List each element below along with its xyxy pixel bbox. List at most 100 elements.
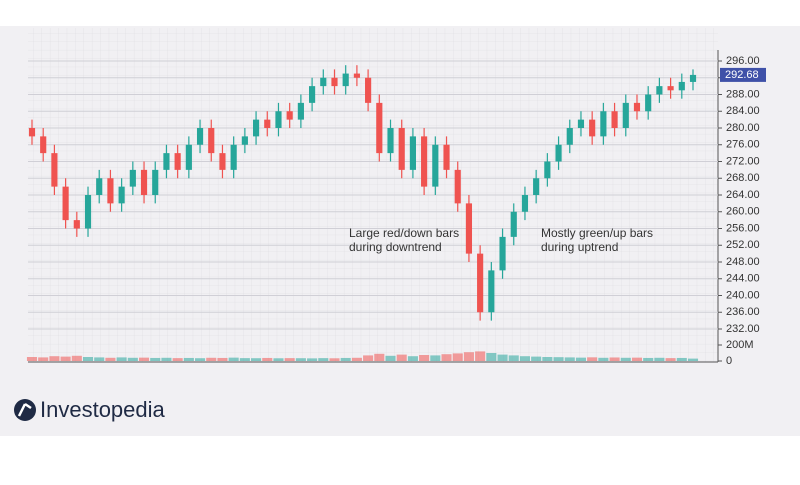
candle-body (499, 236, 506, 271)
last-price-label: 292.68 (725, 69, 759, 81)
annotation: during downtrend (349, 240, 442, 254)
y-tick-label: 248.00 (726, 256, 760, 268)
volume-bar (307, 358, 318, 361)
volume-bar (161, 357, 172, 361)
y-tick-label: 244.00 (726, 273, 760, 285)
annotation: Mostly green/up bars (541, 226, 653, 240)
candle-body (376, 102, 383, 154)
volume-bar (94, 357, 105, 361)
candle-body (488, 270, 495, 313)
volume-bar (475, 351, 486, 361)
candle-body (196, 128, 204, 145)
candle-body (465, 203, 473, 254)
y-tick-label: 236.00 (726, 306, 760, 318)
candle-body (73, 220, 80, 229)
volume-bar (575, 357, 587, 361)
y-tick-label: 284.00 (726, 105, 760, 117)
y-tick-label: 252.00 (726, 239, 760, 251)
candle-body (510, 211, 517, 237)
y-tick-label: 296.00 (726, 55, 760, 67)
volume-bar (138, 357, 150, 361)
annotations: Large red/down bars during downtrend Mos… (349, 226, 653, 254)
candle-body (365, 77, 372, 103)
volume-bar (82, 357, 94, 361)
volume-bar (587, 357, 598, 361)
volume-bar (318, 358, 329, 361)
volume-bar (654, 357, 665, 361)
candle-body (62, 186, 69, 221)
volume-bar (262, 357, 273, 361)
candle-body (297, 102, 304, 120)
candle-body (96, 178, 103, 195)
candle-body (600, 111, 607, 137)
volume-bar (206, 357, 217, 361)
y-tick-label: 288.00 (726, 88, 760, 100)
candle-body (152, 169, 159, 195)
candle-body (118, 186, 125, 204)
candle-body (443, 144, 450, 170)
logo: Investopedia (14, 397, 166, 422)
candle-body (533, 178, 540, 195)
candle-body (387, 128, 394, 154)
volume-bar (239, 358, 250, 361)
volume-bar (217, 357, 228, 361)
volume-bar (463, 352, 474, 361)
candle-body (421, 136, 428, 187)
y-tick-label: 256.00 (726, 222, 760, 234)
candle-body (241, 136, 248, 145)
volume-bar (643, 357, 654, 361)
candle-body (51, 153, 58, 187)
candle-body (477, 253, 484, 313)
candle-body (107, 178, 114, 204)
candle-body (28, 128, 36, 137)
volume-bar (49, 356, 60, 361)
volume-bar (687, 358, 699, 361)
candle-body (398, 128, 405, 170)
candle-body (689, 74, 697, 82)
y-tick-label: 232.00 (726, 323, 760, 335)
candle-body (140, 169, 148, 195)
y-tick-label: 264.00 (726, 189, 760, 201)
candle-body (185, 144, 192, 170)
candle-body (633, 102, 641, 112)
candle-body (40, 136, 47, 154)
candle-body (432, 144, 439, 187)
y-tick-label: 240.00 (726, 289, 760, 301)
y-tick-label: 280.00 (726, 122, 760, 134)
candle-body (667, 86, 674, 91)
volume-bar (38, 357, 49, 361)
volume-bar (631, 357, 643, 361)
logo-mark (17, 402, 32, 417)
candle-body (611, 111, 618, 128)
candle-body (286, 111, 293, 120)
volume-bar (396, 354, 407, 361)
candle-body (174, 153, 181, 170)
volume-bar (26, 357, 38, 361)
logo-icon (14, 399, 36, 421)
volume-bar (105, 357, 116, 361)
brand: Investopedia (40, 397, 166, 422)
candle-body (566, 128, 573, 145)
candle-body (320, 77, 327, 87)
candle-body (409, 136, 416, 170)
volume-bar (127, 357, 138, 361)
volume-bar (620, 357, 631, 361)
y-tick-label: 268.00 (726, 172, 760, 184)
volume-bar (519, 356, 530, 361)
annotation: Large red/down bars (349, 226, 459, 240)
candle-body (252, 119, 260, 137)
volume-bar (676, 357, 687, 361)
volume-bar (228, 357, 239, 361)
candle-body (342, 73, 349, 87)
volume-bar (508, 355, 519, 361)
volume-bar (273, 358, 284, 361)
volume-bar (486, 353, 497, 361)
candle-body (622, 102, 629, 128)
volume-bar (385, 355, 396, 361)
volume-bar (284, 358, 295, 361)
volume-bar (598, 357, 609, 361)
volume-bar (172, 358, 183, 361)
candle-body (129, 169, 136, 187)
volume-bar (407, 356, 418, 361)
volume-bar (430, 355, 441, 361)
